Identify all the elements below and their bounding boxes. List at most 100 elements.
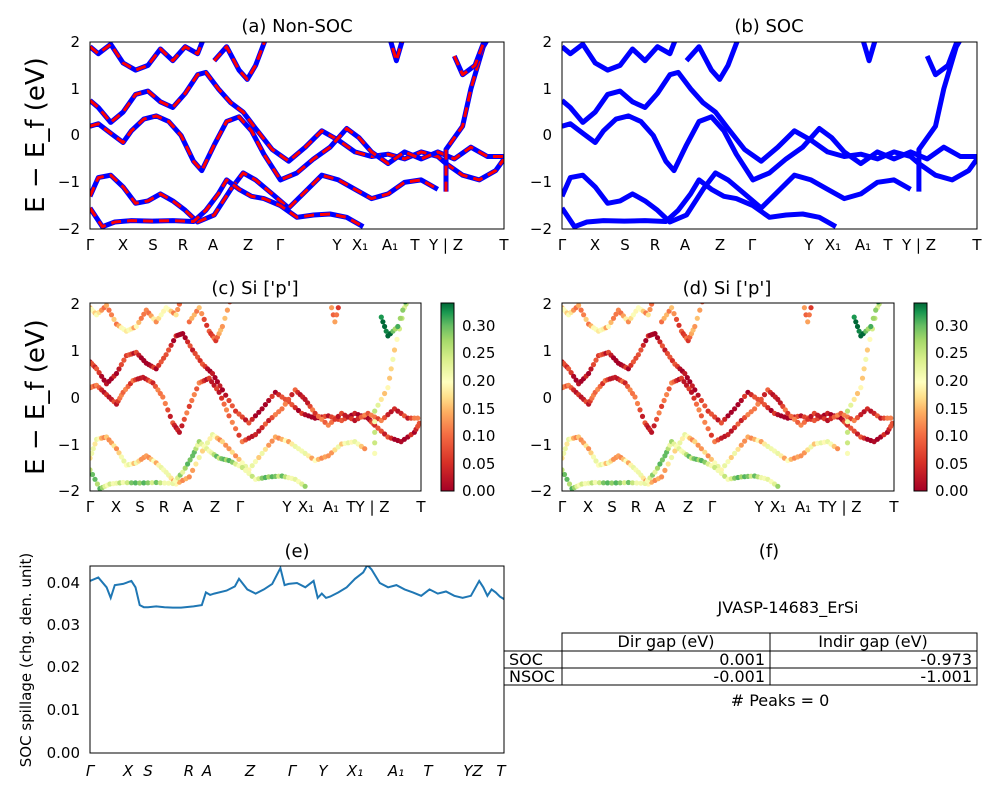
panel-c-ytick: 2 xyxy=(70,295,80,313)
projection-point xyxy=(90,455,93,461)
band-line xyxy=(562,69,977,183)
projection-point xyxy=(596,480,603,486)
projection-point xyxy=(654,335,661,341)
projection-point xyxy=(160,394,166,400)
projection-point xyxy=(669,305,675,311)
projection-point xyxy=(689,383,695,389)
projection-point xyxy=(742,393,748,399)
projection-point xyxy=(708,456,715,462)
band-line xyxy=(562,113,977,183)
projection-point xyxy=(167,413,173,419)
projection-point xyxy=(605,480,611,486)
projection-point xyxy=(835,446,841,452)
projection-point xyxy=(564,441,570,447)
projection-point xyxy=(335,305,341,311)
colorbar-tick: 0.20 xyxy=(935,372,968,390)
projection-point xyxy=(702,419,708,425)
panel-e-xtick: X₁ xyxy=(346,762,363,780)
projection-point xyxy=(617,480,623,486)
panel-d-xaxis: Γ X S R A Z Γ Y X₁ A₁ TY | Z T xyxy=(558,498,900,516)
panel-b-xtick: Z xyxy=(715,236,725,254)
panel-a-xtick: S xyxy=(148,236,158,254)
panel-d-yaxis: 2 1 0 −1 −2 xyxy=(530,295,552,500)
projection-point xyxy=(173,312,179,318)
projection-point xyxy=(416,420,421,426)
colorbar-tick: 0.05 xyxy=(935,455,968,473)
band-line xyxy=(562,177,838,229)
spillage-line xyxy=(90,566,504,609)
projection-point xyxy=(708,411,715,417)
panel-a-ylabel: E − E_f (eV) xyxy=(21,57,51,213)
panel-a-xtick: A xyxy=(208,236,219,254)
projection-point xyxy=(121,458,127,464)
projection-point xyxy=(266,442,272,448)
projection-point xyxy=(329,419,335,425)
projection-point xyxy=(372,429,378,435)
projection-point xyxy=(888,415,894,421)
projection-point xyxy=(861,366,867,372)
projection-point xyxy=(326,291,331,296)
panel-d-title: (d) Si ['p'] xyxy=(683,278,772,299)
projection-point xyxy=(182,335,188,341)
panel-a-title: (a) Non-SOC xyxy=(241,16,352,37)
projection-point xyxy=(735,421,741,427)
panel-d-ytick: −1 xyxy=(530,436,552,454)
panel-b-ytick: 2 xyxy=(542,33,552,51)
projection-point xyxy=(216,389,222,395)
panel-a-frame xyxy=(89,41,505,230)
projection-point xyxy=(621,480,627,486)
panel-c-xtick: T xyxy=(415,498,426,516)
projection-point xyxy=(715,467,721,473)
panel-d-xtick: A xyxy=(655,498,666,516)
projection-point xyxy=(702,449,708,455)
projection-point xyxy=(372,408,378,414)
panel-b-xtick: X xyxy=(590,236,600,254)
projection-point xyxy=(659,457,666,463)
projection-point xyxy=(657,461,663,467)
panel-b-xtick: Y xyxy=(803,236,814,254)
projection-point xyxy=(715,417,721,423)
panel-b-frame xyxy=(561,41,978,230)
band-line xyxy=(684,42,740,82)
projection-point xyxy=(588,450,594,456)
projection-point xyxy=(761,402,768,408)
panel-a-xtick: Y | Z xyxy=(428,236,463,254)
projection-point xyxy=(705,426,711,432)
panel-b-ytick: 0 xyxy=(542,126,552,144)
colorbar-tick: 0.30 xyxy=(462,317,495,335)
projection-point xyxy=(193,461,199,467)
panel-e-xtick: Z xyxy=(244,762,256,780)
projection-point xyxy=(848,425,854,431)
colorbar-tick: 0.25 xyxy=(935,344,968,362)
panel-e-xtick: A₁ xyxy=(387,762,404,780)
panel-e-xtick: Γ xyxy=(288,762,298,780)
projection-point xyxy=(390,356,396,362)
projection-point xyxy=(811,303,814,304)
projection-point xyxy=(698,413,705,419)
projection-point xyxy=(583,316,589,322)
panel-c-xtick: X xyxy=(111,498,121,516)
colorbar-tick: 0.15 xyxy=(935,400,968,418)
panel-d-xtick: Γ xyxy=(558,498,567,516)
projection-point xyxy=(382,415,388,421)
projection-point xyxy=(735,446,741,452)
projection-point xyxy=(656,410,662,416)
panel-c-xtick: Γ xyxy=(236,498,245,516)
panel-b-xaxis: Γ X S R A Z Γ Y X₁ A₁ T Y | Z T xyxy=(558,236,983,254)
panel-a-ytick: 2 xyxy=(70,33,80,51)
projection-point xyxy=(625,479,632,486)
projection-point xyxy=(103,303,110,308)
projection-point xyxy=(90,446,96,452)
projection-point xyxy=(669,454,675,461)
panel-b-xtick: R xyxy=(650,236,660,254)
projection-point xyxy=(600,480,607,486)
projection-point xyxy=(233,426,239,432)
projection-point xyxy=(229,449,235,455)
projection-point xyxy=(133,323,139,330)
projection-point xyxy=(184,410,190,416)
projection-point xyxy=(201,316,207,322)
projection-point xyxy=(382,431,388,437)
projection-point xyxy=(562,446,568,452)
projection-point xyxy=(576,303,582,308)
panel-d-xtick: TY | Z xyxy=(817,498,861,516)
